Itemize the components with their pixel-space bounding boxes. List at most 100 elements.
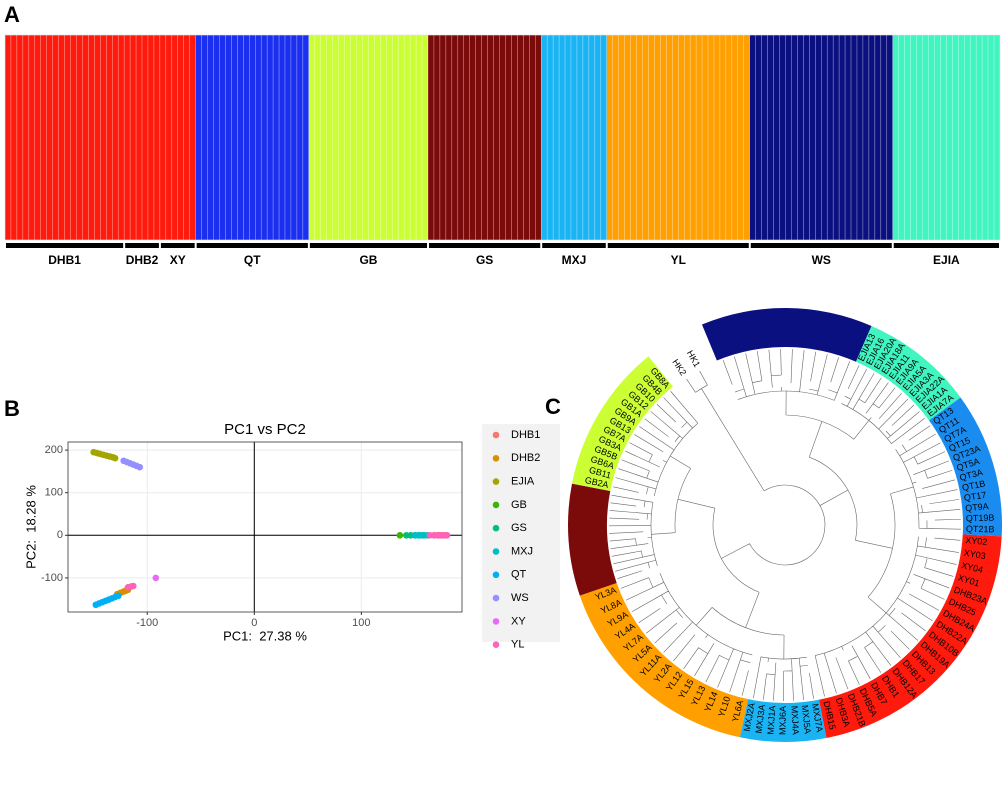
legend-key <box>492 501 500 509</box>
outgroup-label: HK1 <box>685 349 702 369</box>
structure-bar <box>642 34 649 241</box>
structure-bar <box>278 34 286 241</box>
structure-bar <box>898 34 905 241</box>
structure-bar <box>22 34 30 241</box>
structure-bar <box>993 34 1001 241</box>
structure-bar <box>540 34 548 241</box>
structure-bar <box>713 34 721 241</box>
structure-bar <box>624 34 631 241</box>
structure-bar <box>880 34 888 241</box>
group-label: GS <box>476 253 493 267</box>
structure-bar <box>969 34 977 241</box>
structure-bar <box>803 34 810 241</box>
structure-bar <box>743 34 751 241</box>
structure-bar <box>773 34 780 241</box>
structure-bar <box>529 34 536 241</box>
structure-bar <box>821 34 828 241</box>
structure-bar <box>886 34 894 241</box>
x-axis-title: PC1: 27.38 % <box>223 628 307 643</box>
structure-bar <box>4 34 12 241</box>
structure-bar <box>755 34 762 241</box>
structure-bar <box>546 34 554 241</box>
plot-frame <box>67 441 463 613</box>
legend-key <box>492 478 500 485</box>
group-bar <box>542 243 606 248</box>
legend-label: GS <box>511 522 527 534</box>
structure-bar <box>129 34 137 241</box>
structure-bar <box>314 34 322 241</box>
legend-key <box>492 455 500 462</box>
structure-bar <box>618 34 625 241</box>
structure-bar <box>207 34 214 241</box>
panel-label: B <box>4 396 20 421</box>
y-tick-label: -100 <box>41 572 63 584</box>
group-label: MXJ <box>562 253 587 267</box>
tree-branches <box>609 349 961 701</box>
point <box>136 463 144 471</box>
structure-bar <box>809 34 816 241</box>
structure-bar <box>660 34 667 241</box>
leaf-label: MXJ3A <box>754 704 767 734</box>
structure-bar <box>296 34 304 241</box>
structure-bar <box>457 34 465 241</box>
structure-bar <box>564 34 572 241</box>
leaf-label: XY02 <box>965 535 988 547</box>
structure-bar <box>856 34 864 241</box>
structure-bar <box>844 34 852 241</box>
structure-bar <box>689 34 697 241</box>
structure-bar <box>701 34 709 241</box>
group-label: DHB2 <box>126 253 159 267</box>
structure-bar <box>409 34 417 241</box>
leaf-label: MXJ6A <box>778 706 788 735</box>
structure-bar <box>475 34 482 241</box>
structure-bar <box>260 34 268 241</box>
structure-bar <box>934 34 941 241</box>
structure-bar <box>397 34 405 241</box>
structure-bar <box>439 34 447 241</box>
structure-bar <box>153 34 161 241</box>
structure-bar <box>493 34 500 241</box>
y-tick-label: 200 <box>45 444 63 456</box>
legend-label: WS <box>511 592 529 604</box>
structure-bar <box>82 34 89 241</box>
structure-bar <box>427 34 435 241</box>
clade-band <box>579 582 748 738</box>
structure-bar <box>34 34 41 241</box>
structure-bar <box>815 34 822 241</box>
structure-bar <box>749 34 756 241</box>
group-bar <box>893 243 999 248</box>
y-axis-title: PC2: 18.28 % <box>23 485 38 569</box>
structure-bar <box>52 34 59 241</box>
point <box>152 574 160 582</box>
legend-label: YL <box>511 639 524 651</box>
group-label: GB <box>359 253 377 267</box>
panel-label: A <box>4 2 20 27</box>
leaf-label: MXJ1A <box>766 705 778 735</box>
structure-bar <box>552 34 560 241</box>
structure-bar <box>511 34 518 241</box>
clade-band <box>567 483 617 596</box>
structure-bar <box>797 34 804 241</box>
structure-bar <box>916 34 923 241</box>
structure-bar <box>165 34 173 241</box>
structure-bar <box>487 34 494 241</box>
structure-bar <box>350 34 357 241</box>
structure-bar <box>111 34 119 241</box>
structure-bar <box>588 34 596 241</box>
clade-band <box>701 308 872 362</box>
structure-bar <box>707 34 715 241</box>
group-bar <box>309 243 428 248</box>
structure-bar <box>648 34 655 241</box>
structure-bar <box>40 34 47 241</box>
structure-bar <box>386 34 393 241</box>
structure-bar <box>719 34 727 241</box>
structure-bar <box>290 34 298 241</box>
structure-bar <box>678 34 685 241</box>
clade-band <box>571 356 673 492</box>
point <box>421 532 428 539</box>
group-label: DHB1 <box>48 253 81 267</box>
point <box>130 582 137 590</box>
structure-bar <box>928 34 935 241</box>
legend-key <box>492 618 500 625</box>
structure-bar <box>135 34 143 241</box>
